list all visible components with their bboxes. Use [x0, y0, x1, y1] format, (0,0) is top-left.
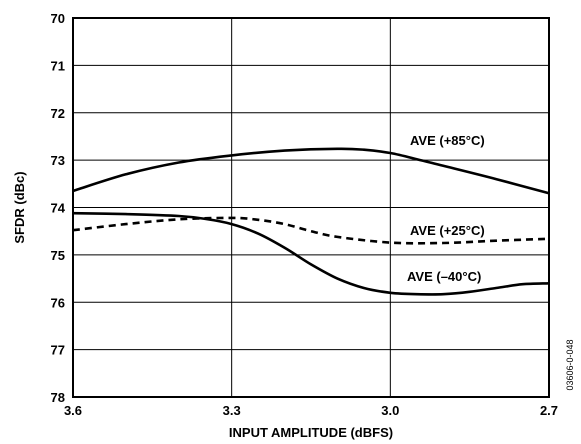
series-line-minus40c [72, 211, 550, 296]
series-label-85c: AVE (+85°C) [410, 133, 485, 148]
series-labels: AVE (+85°C) AVE (+25°C) AVE (–40°C) [407, 133, 485, 284]
y-tick-label: 70 [51, 11, 65, 26]
y-tick-label: 77 [51, 343, 65, 358]
series-line-25c [72, 216, 550, 245]
y-tick-label: 75 [51, 248, 65, 263]
y-tick-label: 73 [51, 153, 65, 168]
y-tick-label: 78 [51, 390, 65, 405]
series-label-minus40c: AVE (–40°C) [407, 269, 481, 284]
series-label-25c: AVE (+25°C) [410, 223, 485, 238]
x-tick-label: 3.0 [381, 403, 399, 418]
x-axis-title: INPUT AMPLITUDE (dBFS) [229, 425, 393, 440]
figure-id: 03606-0-048 [565, 339, 575, 390]
y-tick-label: 71 [51, 58, 65, 73]
y-tick-label: 72 [51, 106, 65, 121]
tick-labels: 70 71 72 73 74 75 76 77 783.6 3.3 3.0 2.7 [51, 11, 559, 418]
y-tick-label: 74 [51, 201, 66, 216]
x-tick-label: 2.7 [540, 403, 558, 418]
grid [73, 18, 549, 397]
series-lines [72, 147, 550, 296]
y-axis-title: SFDR (dBc) [12, 171, 27, 243]
plot-frame [72, 17, 550, 398]
x-tick-label: 3.6 [64, 403, 82, 418]
y-tick-label: 76 [51, 295, 65, 310]
series-line-85c [72, 147, 550, 195]
x-tick-label: 3.3 [223, 403, 241, 418]
